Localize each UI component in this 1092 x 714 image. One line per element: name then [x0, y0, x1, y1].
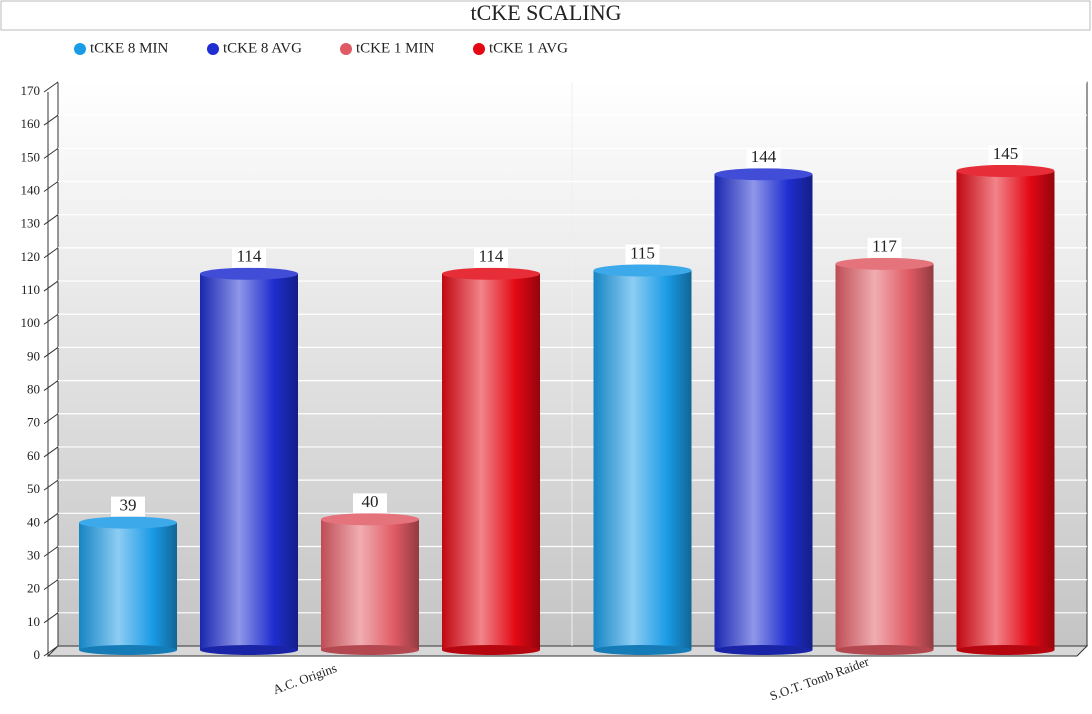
- y-tick: [43, 313, 59, 325]
- y-tick: [43, 446, 59, 458]
- bar-body: [200, 273, 298, 650]
- value-label-box: [111, 496, 145, 517]
- value-label-box: [867, 237, 902, 258]
- value-label-box: [353, 493, 387, 514]
- y-tick-label: 30: [27, 547, 40, 562]
- bar-top: [321, 513, 419, 526]
- bar-body: [442, 273, 540, 650]
- bar-body: [835, 263, 934, 650]
- bar-base: [714, 645, 813, 655]
- y-tick-label: 80: [27, 382, 40, 397]
- bar-body: [321, 519, 419, 650]
- y-tick-label: 110: [21, 282, 40, 297]
- legend-label: tCKE 1 MIN: [356, 40, 435, 56]
- bar-top: [835, 257, 934, 270]
- x-tick-label: S.O.T. Tomb Raider: [768, 653, 872, 703]
- value-label-box: [988, 144, 1023, 165]
- y-tick: [43, 380, 59, 391]
- legend-label: tCKE 8 MIN: [90, 40, 169, 56]
- y-tick-label: 10: [27, 614, 40, 629]
- x-tick-label: A.C. Origins: [271, 660, 339, 697]
- legend-swatch: [473, 43, 485, 55]
- y-tick: [43, 612, 59, 624]
- y-tick-label: 160: [21, 116, 41, 131]
- bar: [200, 267, 298, 655]
- y-tick-label: 120: [21, 249, 41, 264]
- y-tick: [43, 147, 59, 159]
- legend-swatch: [340, 43, 352, 55]
- bar-base: [79, 645, 177, 655]
- legend-swatch: [207, 43, 219, 55]
- bar: [714, 168, 813, 655]
- value-label: 40: [362, 492, 379, 511]
- y-tick: [43, 114, 59, 126]
- value-label: 117: [872, 237, 897, 256]
- y-tick-label: 20: [27, 581, 40, 596]
- y-tick-label: 140: [21, 183, 41, 198]
- y-tick-label: 40: [27, 514, 40, 529]
- value-label: 114: [479, 247, 504, 266]
- bar-top: [79, 516, 177, 529]
- bar-body: [714, 174, 813, 650]
- legend-label: tCKE 8 AVG: [223, 40, 302, 56]
- y-tick: [43, 413, 59, 425]
- bar: [835, 257, 934, 655]
- bar-top: [200, 267, 298, 280]
- y-tick-label: 60: [27, 448, 40, 463]
- plot-floor: [46, 645, 1089, 657]
- y-tick: [43, 645, 59, 657]
- y-tick-label: 100: [21, 315, 41, 330]
- y-tick: [43, 479, 59, 491]
- bar-top: [442, 267, 540, 280]
- value-label-box: [746, 148, 781, 169]
- bar: [321, 513, 419, 655]
- value-label: 144: [751, 147, 777, 166]
- value-label: 145: [993, 144, 1019, 163]
- y-tick-label: 0: [34, 647, 41, 662]
- y-tick-label: 70: [27, 415, 40, 430]
- bar: [442, 267, 540, 655]
- y-tick: [43, 247, 59, 259]
- bar-base: [593, 645, 692, 655]
- bar: [79, 516, 177, 655]
- y-tick: [43, 214, 59, 226]
- bar-body: [956, 170, 1055, 651]
- bar-top: [714, 168, 813, 181]
- bar-top: [956, 164, 1055, 177]
- bar-top: [593, 264, 692, 277]
- y-tick-label: 90: [27, 348, 40, 363]
- y-tick: [43, 181, 59, 192]
- value-label: 39: [120, 496, 137, 515]
- y-tick-label: 150: [21, 149, 41, 164]
- bar: [956, 164, 1055, 655]
- value-label-box: [232, 247, 266, 268]
- y-tick: [43, 579, 59, 591]
- value-label: 115: [630, 243, 655, 262]
- legend-label: tCKE 1 AVG: [489, 40, 568, 56]
- value-label-box: [625, 244, 660, 265]
- bar-base: [442, 645, 540, 655]
- y-tick: [43, 546, 59, 557]
- y-tick-label: 170: [21, 83, 41, 98]
- y-tick: [43, 512, 59, 524]
- value-label: 114: [237, 247, 262, 266]
- value-label-box: [474, 247, 508, 268]
- chart-title: tCKE SCALING: [471, 0, 622, 25]
- legend-swatch: [74, 43, 86, 55]
- bar-body: [79, 522, 177, 650]
- bar: [593, 264, 692, 655]
- title-box: [0, 0, 1091, 31]
- y-tick-label: 50: [27, 481, 40, 496]
- bar-base: [321, 645, 419, 655]
- bar-base: [200, 645, 298, 655]
- y-tick: [43, 81, 59, 93]
- y-tick: [43, 280, 59, 292]
- bar-base: [956, 645, 1055, 655]
- y-tick: [43, 347, 59, 358]
- bar-body: [593, 270, 692, 650]
- bar-base: [835, 645, 934, 655]
- y-tick-label: 130: [21, 216, 41, 231]
